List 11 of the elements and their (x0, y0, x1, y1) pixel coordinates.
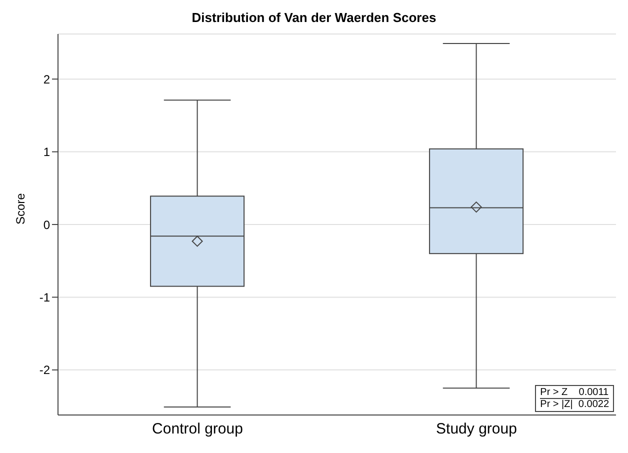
y-axis-title: Score (13, 192, 28, 224)
y-tick-label: 1 (43, 145, 50, 160)
x-tick-label: Study group (436, 420, 517, 438)
annotation: Pr > Z 0.0011 (540, 387, 609, 398)
y-tick-label: 2 (43, 72, 50, 86)
annotation: Pr > |Z| 0.0022 (540, 398, 609, 410)
y-tick-label: 0 (43, 218, 50, 232)
y-tick-label: -2 (39, 363, 50, 378)
y-tick-label: -1 (39, 290, 50, 304)
chart-title: Distribution of Van der Waerden Scores (190, 9, 438, 27)
x-tick-label: Control group (152, 420, 243, 438)
